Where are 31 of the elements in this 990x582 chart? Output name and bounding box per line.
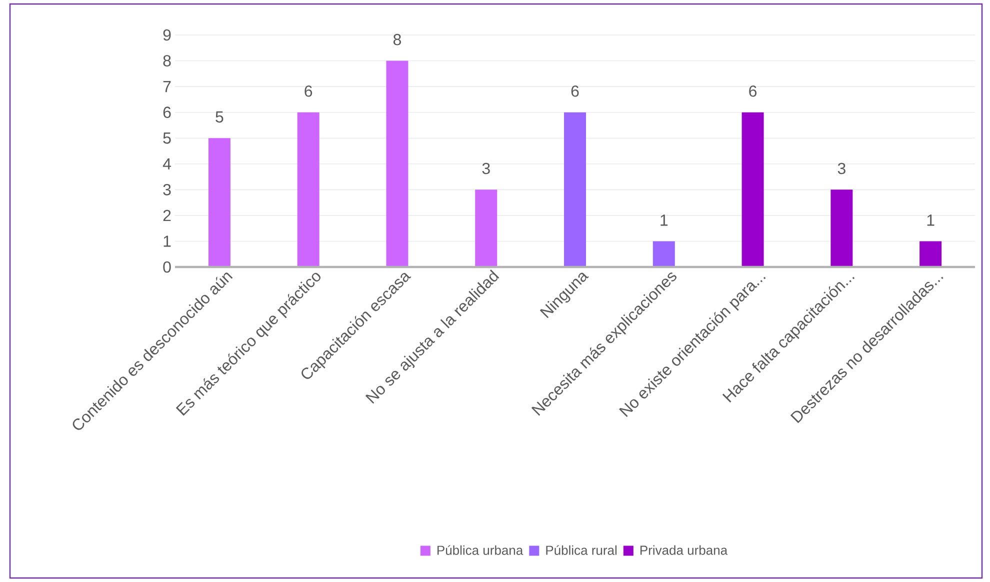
bar (208, 138, 230, 268)
bar (297, 112, 320, 268)
bar (475, 190, 498, 268)
bar (386, 60, 408, 268)
y-tick-label: 7 (163, 81, 171, 92)
data-label: 5 (216, 111, 224, 123)
data-label: 3 (482, 162, 490, 174)
bar (742, 112, 764, 268)
data-label: 1 (927, 214, 934, 226)
data-label: 6 (749, 85, 757, 97)
y-tick-label: 4 (162, 158, 171, 170)
data-label: 6 (304, 85, 312, 97)
y-tick-label: 2 (163, 210, 171, 222)
y-tick-label: 5 (163, 132, 171, 144)
bar (652, 241, 675, 268)
y-tick-label: 9 (163, 29, 171, 41)
y-tick-label: 8 (163, 55, 171, 66)
bar (564, 112, 586, 268)
y-tick-label: 6 (163, 106, 171, 118)
data-label: 1 (660, 214, 668, 226)
data-label: 3 (838, 162, 846, 174)
legend-label: Privada urbana (640, 545, 728, 555)
bar (830, 190, 853, 268)
legend-label: Pública rural (546, 545, 617, 555)
y-tick-label: 0 (163, 261, 171, 273)
legend-label: Pública urbana (437, 545, 524, 555)
data-label: 8 (393, 34, 401, 46)
bar (920, 241, 942, 268)
data-label: 6 (571, 85, 579, 97)
y-tick-label: 3 (163, 184, 171, 196)
y-tick-label: 1 (164, 236, 171, 247)
